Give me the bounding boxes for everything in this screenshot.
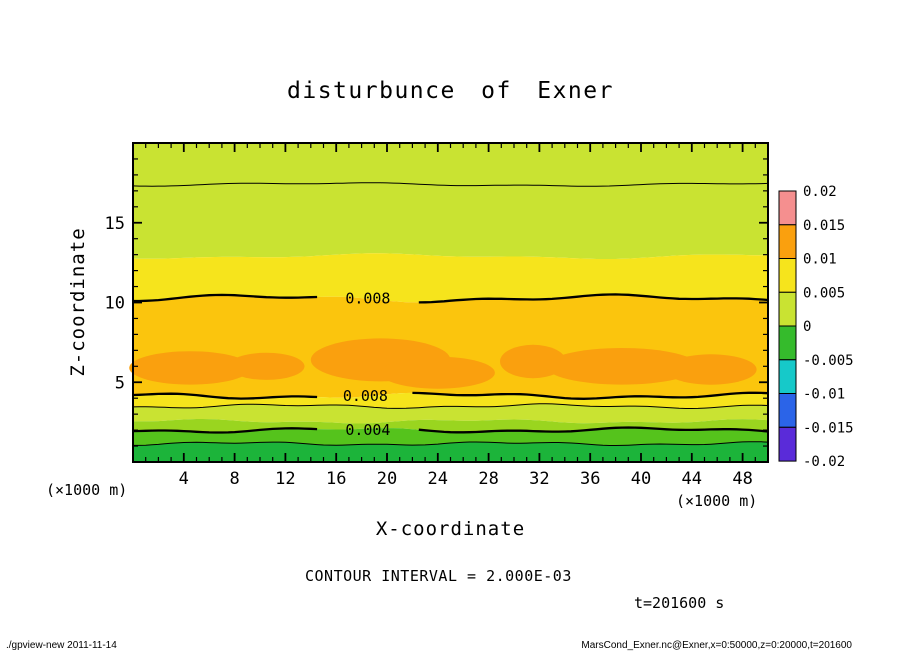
- contour-blob: [129, 351, 252, 385]
- x-tick-label: 12: [275, 469, 295, 489]
- time-stamp-label: t=201600 s: [634, 594, 725, 612]
- y-axis-unit-label: (×1000 m): [46, 481, 128, 499]
- contour-line: [133, 293, 318, 303]
- colorbar-cell: [778, 190, 797, 226]
- contour-peak-blobs: [129, 338, 757, 389]
- colorbar-cell: [778, 325, 797, 361]
- colorbar-cell: [778, 291, 797, 327]
- contour-line-label: 0.008: [345, 290, 390, 308]
- contour-band: [133, 419, 768, 433]
- colorbar-cell: [778, 393, 797, 428]
- contour-blob: [545, 348, 699, 385]
- contour-line-label: 0.008: [343, 387, 388, 405]
- contour-band: [133, 182, 768, 259]
- x-tick-label: 44: [682, 469, 702, 489]
- contour-line: [132, 427, 318, 434]
- x-tick-label: 28: [478, 469, 498, 489]
- colorbar-label: 0.02: [803, 184, 837, 200]
- colorbar-cell: [778, 258, 797, 293]
- y-tick-label: 5: [115, 373, 125, 393]
- x-tick-label: 24: [428, 469, 448, 489]
- chart-title: disturbunce of Exner: [287, 78, 614, 104]
- contour-interval-text: CONTOUR INTERVAL = 2.000E-03: [305, 567, 572, 585]
- x-tick-label: 48: [732, 469, 752, 489]
- x-tick-label: 40: [631, 469, 651, 489]
- contour-blob: [380, 356, 495, 389]
- colorbar-label: 0.005: [803, 285, 845, 301]
- colorbar-label: -0.01: [803, 387, 845, 403]
- y-tick-label: 15: [105, 214, 125, 234]
- x-tick-label: 8: [229, 469, 239, 489]
- contour-line-label: 0.004: [345, 421, 390, 439]
- colorbar-label: -0.005: [803, 353, 854, 369]
- y-tick-label: 10: [105, 294, 125, 314]
- x-tick-label: 32: [529, 469, 549, 489]
- contour-band: [133, 441, 768, 462]
- colorbar-cell: [778, 359, 797, 395]
- filled-contour-bands: [133, 143, 768, 462]
- colorbar-label: 0.01: [803, 252, 837, 268]
- contour-line: [132, 182, 769, 187]
- contour-line: [132, 403, 769, 409]
- contour-line: [412, 391, 769, 400]
- contour-line: [133, 441, 769, 446]
- colorbar-label: 0: [803, 319, 811, 335]
- contour-band: [133, 253, 768, 303]
- footer-tool-version: ./gpview-new 2011-11-14: [6, 640, 117, 651]
- colorbar: 0.02 0.015 0.01 0.005 0 -0.005 -0.01 -0.015 -0.0…: [778, 184, 854, 470]
- contour-band: [133, 143, 768, 187]
- contour-band: [133, 427, 768, 446]
- x-tick-label: 16: [326, 469, 346, 489]
- contour-line: [132, 392, 318, 400]
- colorbar-cell: [778, 426, 797, 462]
- x-axis-title: X-coordinate: [375, 518, 526, 540]
- y-axis-title: Z-coordinate: [67, 227, 89, 377]
- x-tick-label: 36: [580, 469, 600, 489]
- colorbar-label: 0.015: [803, 218, 845, 234]
- colorbar-cell: [778, 224, 797, 260]
- contour-blob: [665, 354, 757, 385]
- colorbar-label: -0.015: [803, 420, 854, 436]
- contour-lines: 0.008 0.008 0.004: [132, 182, 769, 446]
- contour-line: [418, 293, 769, 304]
- contour-blob: [228, 352, 305, 380]
- x-axis-unit-label: (×1000 m): [676, 492, 758, 510]
- x-tick-label: 4: [179, 469, 189, 489]
- contour-line: [418, 426, 769, 434]
- axis-ticks: [133, 143, 768, 462]
- colorbar-label: -0.02: [803, 454, 845, 470]
- contour-band: [133, 403, 768, 424]
- footer-data-source: MarsCond_Exner.nc@Exner,x=0:50000,z=0:20…: [581, 640, 852, 651]
- x-tick-label: 20: [377, 469, 397, 489]
